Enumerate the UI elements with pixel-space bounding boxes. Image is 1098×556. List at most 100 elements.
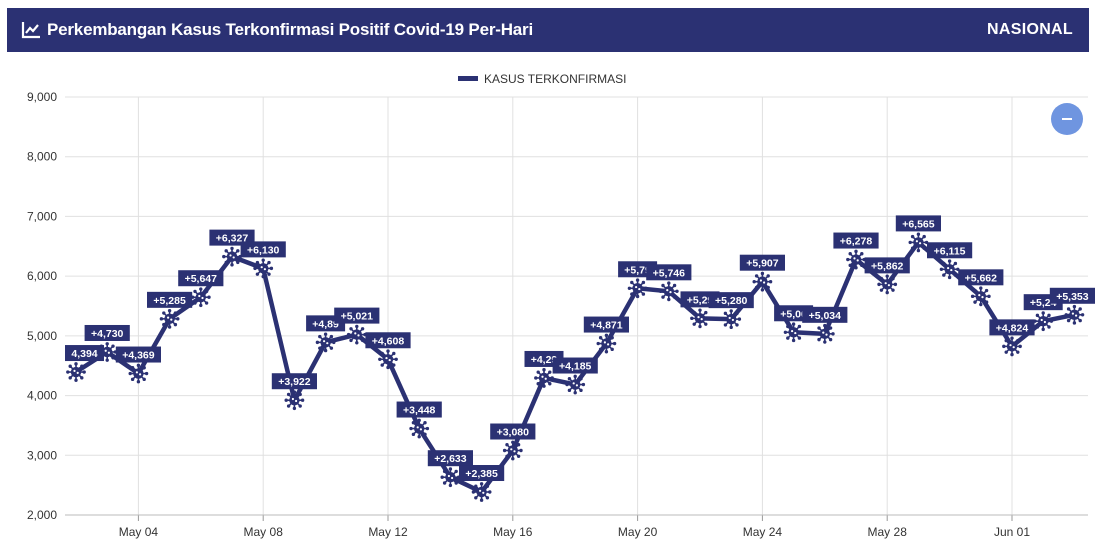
legend-swatch xyxy=(458,76,478,81)
virus-marker xyxy=(315,332,336,353)
data-label-box xyxy=(427,450,473,467)
x-tick-label: Jun 01 xyxy=(994,525,1030,539)
data-label-box xyxy=(459,465,505,482)
data-label: +5,79 xyxy=(624,264,651,276)
data-label-box xyxy=(1049,287,1095,304)
data-label-box xyxy=(646,264,692,281)
virus-marker xyxy=(222,246,242,267)
data-label-box xyxy=(84,324,130,341)
y-tick-label: 7,000 xyxy=(27,209,57,223)
virus-marker xyxy=(440,467,461,488)
virus-marker xyxy=(658,281,679,302)
data-label: +5,280 xyxy=(715,295,748,307)
y-tick-label: 8,000 xyxy=(27,150,57,164)
data-label-box xyxy=(895,215,941,232)
virus-marker xyxy=(565,374,586,395)
virus-marker xyxy=(783,322,804,343)
x-axis: May 04 May 08 May 12 May 16 May 20 May 24 May … xyxy=(65,514,1088,539)
data-label-box xyxy=(365,332,411,349)
virus-marker xyxy=(409,418,430,439)
data-label: +2,385 xyxy=(465,468,498,480)
x-tick-label: May 04 xyxy=(119,525,159,539)
virus-marker xyxy=(814,323,835,344)
virus-marker xyxy=(846,249,866,270)
data-label: +5,06 xyxy=(780,308,807,320)
data-label: +2,633 xyxy=(434,453,467,465)
virus-marker xyxy=(970,286,991,307)
virus-marker xyxy=(690,308,710,329)
y-tick-label: 6,000 xyxy=(27,269,57,283)
y-tick-label: 9,000 xyxy=(27,90,57,104)
virus-marker xyxy=(284,390,305,411)
virus-marker xyxy=(939,259,960,280)
data-label: +4,369 xyxy=(122,350,155,362)
data-label: +6,327 xyxy=(216,233,249,245)
virus-marker xyxy=(1033,311,1054,332)
x-tick-label: May 16 xyxy=(493,525,533,539)
data-label: 4,394 xyxy=(71,348,97,360)
data-label: +6,278 xyxy=(840,236,873,248)
data-label-box xyxy=(833,232,879,249)
virus-marker xyxy=(190,287,211,308)
virus-marker xyxy=(1064,304,1085,325)
x-tick-label: May 20 xyxy=(618,525,658,539)
data-label-box xyxy=(271,373,317,390)
data-label-box xyxy=(802,306,848,323)
data-label: +5,647 xyxy=(185,273,218,285)
data-label: +5,021 xyxy=(341,311,374,323)
data-label-box xyxy=(240,241,286,258)
data-label-box xyxy=(552,357,598,374)
y-axis: 2,000 3,000 4,000 5,000 6,000 7,000 8,000 9,000 xyxy=(27,90,57,522)
legend-label: KASUS TERKONFIRMASI xyxy=(484,72,626,86)
chart-grid xyxy=(65,96,1088,516)
data-label: +4,730 xyxy=(91,328,124,340)
y-tick-label: 4,000 xyxy=(27,389,57,403)
virus-marker xyxy=(596,333,617,354)
virus-marker xyxy=(159,308,180,329)
data-label: +4,871 xyxy=(590,320,623,332)
data-label: +5,662 xyxy=(965,272,998,284)
data-label: +6,565 xyxy=(902,218,935,230)
data-label-box xyxy=(864,257,910,274)
virus-marker xyxy=(1002,336,1022,357)
data-label: +5,862 xyxy=(871,260,904,272)
data-label-box xyxy=(115,346,161,363)
x-tick-label: May 24 xyxy=(743,525,783,539)
data-label-box xyxy=(396,401,442,418)
data-label: +3,448 xyxy=(403,405,436,417)
data-labels: 4,394 +4,730 +4,369 +5,285 +5,647 +6,327+6,13… xyxy=(65,215,1095,482)
virus-marker xyxy=(627,278,648,299)
x-tick-label: May 08 xyxy=(244,525,284,539)
virus-marker xyxy=(877,274,898,295)
data-label-box xyxy=(708,292,754,309)
virus-marker xyxy=(502,440,523,461)
y-tick-label: 5,000 xyxy=(27,329,57,343)
chart-legend: KASUS TERKONFIRMASI xyxy=(458,72,626,86)
data-label-box xyxy=(334,307,380,324)
data-label: +5,285 xyxy=(153,295,186,307)
data-label-box xyxy=(989,319,1035,336)
data-label: +3,080 xyxy=(497,427,530,439)
zoom-out-button[interactable] xyxy=(1051,103,1083,135)
virus-marker xyxy=(128,363,149,384)
data-label: +4,89 xyxy=(312,318,339,330)
data-label: +5,29 xyxy=(687,294,714,306)
virus-marker xyxy=(534,368,554,388)
line-chart-icon xyxy=(21,22,40,39)
virus-marker xyxy=(721,309,742,330)
virus-marker xyxy=(66,362,86,382)
region-label[interactable]: NASIONAL xyxy=(987,21,1073,38)
data-label-box xyxy=(147,291,193,308)
data-label-box xyxy=(65,345,104,362)
data-label-box xyxy=(178,270,224,287)
minus-icon xyxy=(1062,118,1072,120)
virus-marker xyxy=(346,324,367,345)
virus-marker xyxy=(471,482,492,502)
y-tick-label: 2,000 xyxy=(27,508,57,522)
chart-title: Perkembangan Kasus Terkonfirmasi Positif… xyxy=(47,20,533,39)
virus-marker xyxy=(253,258,274,279)
y-tick-label: 3,000 xyxy=(27,448,57,462)
data-label: +5,353 xyxy=(1056,291,1089,303)
virus-marker xyxy=(908,232,929,253)
